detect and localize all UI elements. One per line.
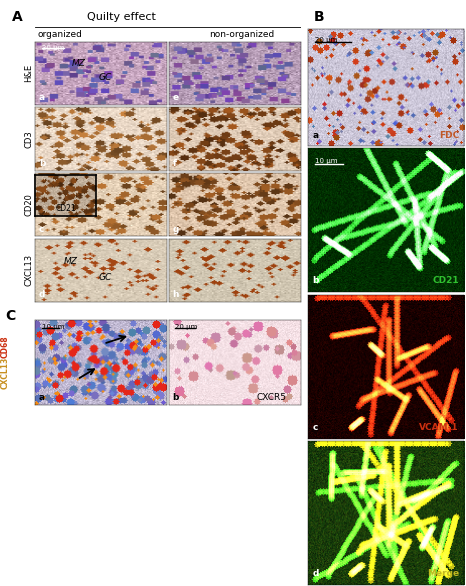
Text: b: b bbox=[39, 159, 45, 168]
Text: GC: GC bbox=[98, 73, 111, 81]
Text: d: d bbox=[312, 569, 319, 578]
Text: h: h bbox=[172, 290, 179, 299]
Text: CD20: CD20 bbox=[25, 193, 34, 216]
Text: CD21: CD21 bbox=[55, 205, 76, 213]
Text: CD3: CD3 bbox=[25, 130, 34, 148]
Text: B: B bbox=[314, 10, 324, 23]
Text: CD21: CD21 bbox=[432, 276, 459, 285]
Text: a: a bbox=[39, 393, 45, 401]
Text: CD68: CD68 bbox=[0, 336, 9, 359]
Text: c: c bbox=[312, 423, 318, 432]
Text: Merge: Merge bbox=[427, 569, 459, 578]
Text: MZ: MZ bbox=[64, 257, 78, 266]
Text: CXCR5: CXCR5 bbox=[257, 393, 287, 401]
Text: 20 μm: 20 μm bbox=[41, 45, 64, 52]
Text: GC: GC bbox=[98, 272, 111, 282]
Text: 10 μm: 10 μm bbox=[315, 158, 338, 164]
Text: 20 μm: 20 μm bbox=[315, 37, 338, 43]
Text: H&E: H&E bbox=[25, 64, 34, 82]
Text: b: b bbox=[312, 276, 319, 285]
Text: A: A bbox=[12, 10, 23, 23]
Text: c: c bbox=[39, 224, 44, 234]
Text: b: b bbox=[172, 393, 179, 401]
Text: Quilty effect: Quilty effect bbox=[87, 12, 156, 22]
Text: a: a bbox=[39, 93, 45, 103]
Text: CXCL13: CXCL13 bbox=[0, 356, 9, 389]
Text: FDC: FDC bbox=[439, 131, 459, 140]
Text: g: g bbox=[172, 224, 179, 234]
Text: a: a bbox=[312, 131, 318, 140]
Text: CXCL13: CXCL13 bbox=[25, 254, 34, 286]
Text: d: d bbox=[39, 290, 45, 299]
Text: MZ: MZ bbox=[72, 59, 86, 67]
Text: organized: organized bbox=[38, 30, 82, 39]
Text: e: e bbox=[172, 93, 179, 103]
Text: C: C bbox=[6, 309, 16, 323]
Text: non-organized: non-organized bbox=[210, 30, 275, 39]
Text: 20 μm: 20 μm bbox=[175, 324, 198, 330]
Text: f: f bbox=[172, 159, 177, 168]
Text: 10 μm: 10 μm bbox=[41, 324, 64, 330]
Text: VCAM-1: VCAM-1 bbox=[419, 423, 459, 432]
